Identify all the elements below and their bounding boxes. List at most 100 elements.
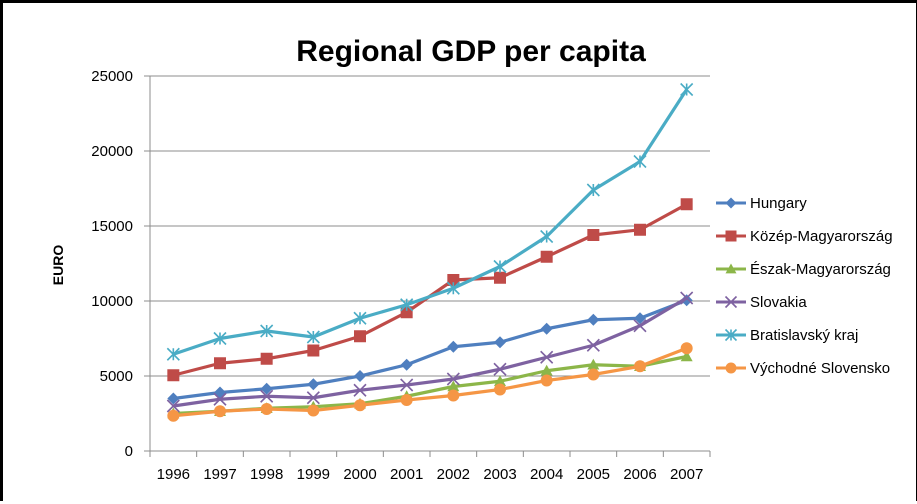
legend-label: Bratislavský kraj <box>750 327 858 344</box>
data-point <box>680 350 693 362</box>
data-point <box>167 409 180 422</box>
data-point <box>354 399 366 412</box>
data-point <box>213 392 227 406</box>
data-point <box>214 386 226 399</box>
x-tick-label: 2003 <box>483 466 516 483</box>
y-tick-label: 10000 <box>91 293 133 310</box>
line-chart: 0 5000 10000 15000 20000 25000 1996 1997 1998 199… <box>50 35 893 483</box>
data-point <box>493 362 507 376</box>
data-point <box>354 370 366 382</box>
series-line <box>172 202 688 377</box>
gridlines <box>150 75 710 377</box>
data-point <box>400 378 414 392</box>
x-tick-label: 2000 <box>343 466 376 483</box>
data-point <box>494 375 506 387</box>
y-tick-label: 15000 <box>91 218 133 235</box>
data-point <box>587 358 600 370</box>
data-point <box>494 383 506 396</box>
data-point <box>446 372 460 386</box>
series-line <box>173 296 688 408</box>
legend-label: Hungary <box>750 195 807 212</box>
data-point <box>634 312 646 325</box>
data-point <box>400 394 413 406</box>
data-point <box>166 347 180 361</box>
data-point <box>725 263 737 274</box>
data-point <box>587 313 600 326</box>
legend-label: Észak-Magyarország <box>750 261 891 278</box>
data-point <box>260 382 273 395</box>
data-point <box>540 374 553 387</box>
series-line <box>173 298 688 401</box>
data-point <box>400 358 413 371</box>
data-point <box>447 380 460 392</box>
series-lines <box>166 82 694 422</box>
y-axis-label: EURO <box>50 245 66 286</box>
data-point <box>724 295 738 309</box>
y-tick-label: 20000 <box>91 143 133 160</box>
data-point <box>633 154 647 169</box>
y-tick-label: 0 <box>125 443 133 460</box>
series-line <box>173 346 688 418</box>
data-point <box>354 330 366 343</box>
axes: 0 5000 10000 15000 20000 25000 1996 1997 1998 199… <box>91 68 711 483</box>
data-point <box>586 338 600 352</box>
data-point <box>540 229 554 244</box>
legend-entry: Észak-Magyarország <box>716 261 891 278</box>
x-tick-label: 1998 <box>250 466 283 483</box>
data-point <box>214 405 226 418</box>
chart-title: Regional GDP per capita <box>296 35 646 68</box>
legend-entry: Bratislavský kraj <box>716 327 858 344</box>
series-v-chodn-slovensko <box>167 342 693 422</box>
data-point <box>400 298 414 312</box>
data-point <box>540 322 553 335</box>
data-point <box>214 357 226 370</box>
data-point <box>260 352 273 365</box>
data-point <box>306 330 320 344</box>
data-point <box>725 230 737 242</box>
data-point <box>680 342 693 355</box>
legend-label: Közép-Magyarország <box>750 228 893 245</box>
data-point <box>633 319 647 333</box>
data-point <box>680 198 693 211</box>
data-point <box>307 378 320 391</box>
data-point <box>260 324 274 338</box>
data-point <box>447 274 460 286</box>
data-point <box>260 389 274 403</box>
data-point <box>353 311 367 325</box>
data-point <box>494 271 506 284</box>
legend-label: Východné Slovensko <box>750 360 890 377</box>
data-point <box>307 344 320 357</box>
data-point <box>725 362 737 374</box>
legend-entry: Hungary <box>716 195 807 212</box>
x-tick-label: 2004 <box>530 466 563 483</box>
data-point <box>400 306 413 319</box>
data-point <box>725 197 737 209</box>
x-tick-label: 2002 <box>437 466 470 483</box>
data-point <box>306 391 320 405</box>
y-tick-label: 5000 <box>100 368 133 385</box>
data-point <box>167 392 180 405</box>
series-slovakia <box>166 291 694 413</box>
x-tick-label: 2005 <box>577 466 610 483</box>
data-point <box>634 360 646 373</box>
data-point <box>167 369 180 382</box>
series-line <box>173 354 687 416</box>
data-point <box>446 281 460 295</box>
data-point <box>307 404 320 417</box>
data-point <box>586 183 600 197</box>
legend-label: Slovakia <box>750 294 807 311</box>
data-point <box>213 331 227 346</box>
data-point <box>494 336 506 349</box>
x-tick-label: 1999 <box>297 466 330 483</box>
y-tick-label: 25000 <box>91 68 133 85</box>
legend-entry: Východné Slovensko <box>716 360 890 377</box>
x-tick-label: 2001 <box>390 466 423 483</box>
legend: Hungary Közép-Magyarország Észak-Magyarors… <box>716 195 893 377</box>
data-point <box>540 250 553 263</box>
data-point <box>260 403 273 415</box>
legend-entry: Közép-Magyarország <box>716 228 893 245</box>
data-point <box>353 383 367 397</box>
data-point <box>680 291 694 305</box>
data-point <box>493 259 507 274</box>
